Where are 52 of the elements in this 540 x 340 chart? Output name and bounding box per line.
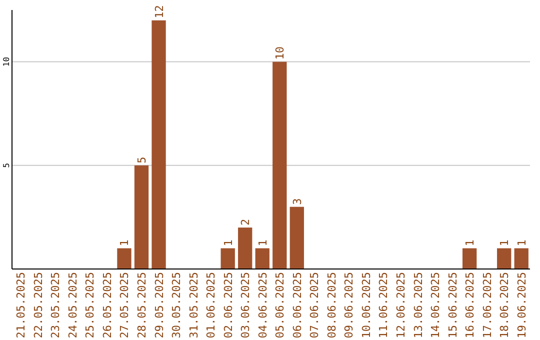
- x-tick-label: 08.06.2025: [325, 272, 338, 338]
- data-label: 12: [152, 5, 166, 18]
- bar: [152, 20, 166, 269]
- x-tick-label: 05.06.2025: [274, 272, 287, 338]
- x-tick-label: 06.06.2025: [290, 272, 304, 338]
- data-label: 3: [290, 198, 304, 205]
- bar: [272, 62, 287, 269]
- x-tick-label: 28.05.2025: [136, 272, 148, 338]
- bar: [117, 248, 132, 269]
- bar: [220, 248, 235, 269]
- x-tick-label: 11.06.2025: [377, 272, 390, 338]
- x-tick-label: 29.05.2025: [152, 272, 166, 338]
- bar: [497, 248, 512, 269]
- data-label: 1: [464, 240, 477, 246]
- x-tick-label: 21.05.2025: [14, 272, 28, 338]
- x-tick-label: 14.06.2025: [429, 272, 442, 338]
- x-tick-label: 30.05.2025: [170, 272, 184, 338]
- bar: [134, 165, 149, 269]
- x-tick-label: 03.06.2025: [239, 272, 252, 338]
- x-tick-label: 12.06.2025: [394, 272, 408, 338]
- x-tick-label: 17.06.2025: [480, 272, 494, 338]
- x-tick-label: 01.06.2025: [204, 272, 218, 338]
- x-tick-label: 22.05.2025: [32, 272, 45, 338]
- data-label: 1: [256, 240, 270, 246]
- x-tick-label: 07.06.2025: [308, 272, 322, 338]
- x-tick-label: 27.05.2025: [118, 272, 132, 338]
- data-label: 1: [118, 240, 132, 246]
- data-label: 1: [498, 240, 512, 246]
- x-tick-label: 31.05.2025: [187, 272, 200, 338]
- x-tick-label: 10.06.2025: [360, 272, 373, 338]
- x-tick-label: 13.06.2025: [412, 272, 425, 338]
- x-tick-label: 23.05.2025: [49, 272, 62, 338]
- data-label: 1: [222, 240, 235, 246]
- x-tick-label: 19.06.2025: [515, 272, 528, 338]
- x-tick-label: 15.06.2025: [446, 272, 460, 338]
- bar: [514, 248, 528, 269]
- x-tick-label: 26.05.2025: [100, 272, 114, 338]
- x-tick-label: 24.05.2025: [66, 272, 80, 338]
- x-tick-label: 25.05.2025: [84, 272, 97, 338]
- x-tick-label: 02.06.2025: [222, 272, 235, 338]
- bar: [238, 228, 252, 269]
- x-tick-label: 04.06.2025: [256, 272, 270, 338]
- data-label: 10: [274, 46, 287, 60]
- x-tick-label: 16.06.2025: [464, 272, 477, 338]
- x-tick-label: 09.06.2025: [342, 272, 356, 338]
- data-label: 5: [136, 156, 148, 164]
- data-label: 2: [239, 218, 252, 226]
- bar: [462, 248, 477, 269]
- data-label: 1: [515, 240, 528, 246]
- bar: [290, 206, 304, 269]
- x-tick-label: 18.06.2025: [498, 272, 512, 338]
- bar: [255, 248, 270, 269]
